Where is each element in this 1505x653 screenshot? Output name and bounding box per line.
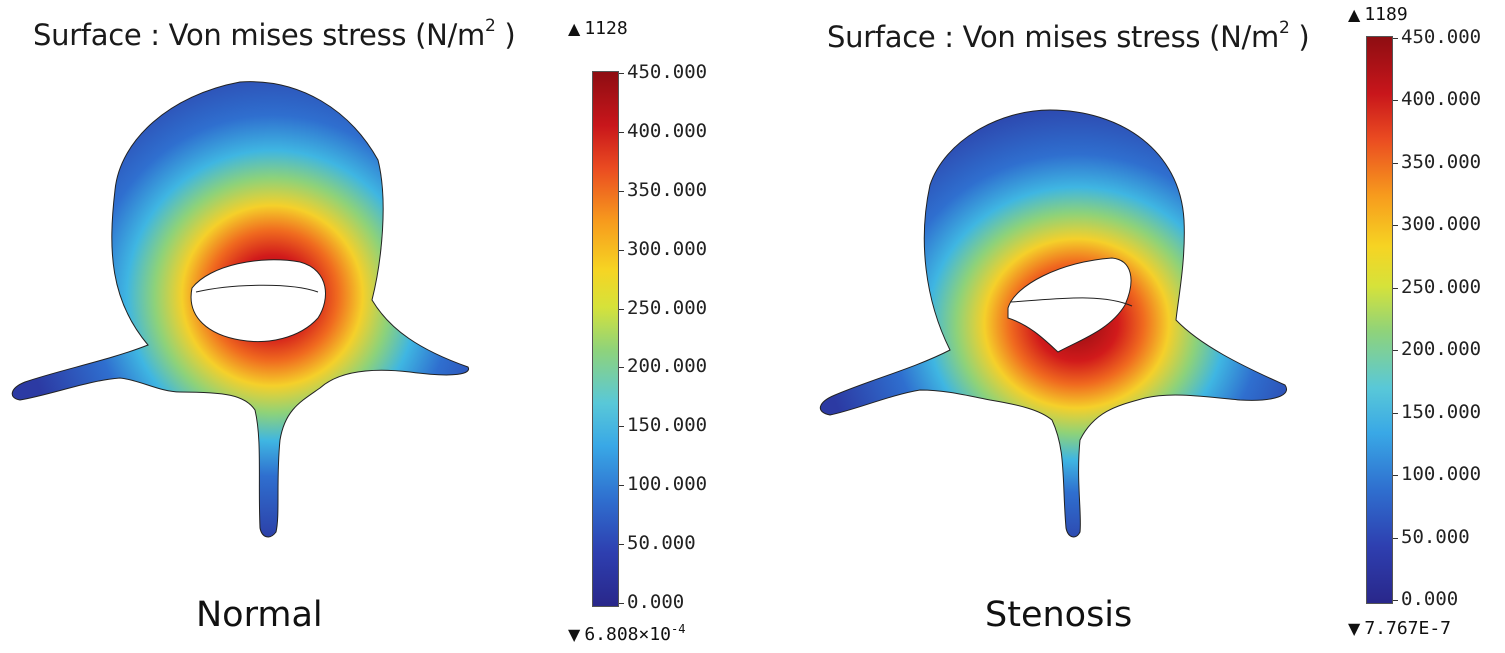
colorbar-tick-label: 250.000 — [1401, 276, 1481, 298]
colorbar-tickmark — [1393, 413, 1398, 414]
colorbar-tickmark — [1393, 38, 1398, 39]
colorbar-tickmark — [619, 367, 624, 368]
colorbar-tickmark — [1393, 225, 1398, 226]
panel-label: Normal — [196, 595, 323, 635]
colorbar-tickmark — [1393, 538, 1398, 539]
min-value: 6.808×10 — [584, 624, 671, 645]
colorbar-tick-label: 200.000 — [627, 355, 707, 377]
max-indicator: ▲ 1189 — [1348, 4, 1408, 25]
colorbar-tickmark — [1393, 100, 1398, 101]
colorbar-tick-label: 50.000 — [627, 532, 696, 554]
down-triangle-icon: ▼ — [1348, 619, 1360, 638]
colorbar-tick-label: 200.000 — [1401, 338, 1481, 360]
colorbar-tickmark — [619, 309, 624, 310]
colorbar — [592, 71, 619, 607]
colorbar — [1366, 36, 1393, 604]
colorbar-tick-label: 50.000 — [1401, 526, 1470, 548]
colorbar-tick-label: 350.000 — [627, 179, 707, 201]
colorbar-tick-label: 100.000 — [627, 473, 707, 495]
colorbar-tickmark — [619, 191, 624, 192]
colorbar-tickmark — [1393, 288, 1398, 289]
colorbar-tickmark — [619, 603, 624, 604]
colorbar-tick-label: 150.000 — [1401, 401, 1481, 423]
colorbar-tick-label: 250.000 — [627, 297, 707, 319]
colorbar-tickmark — [1393, 600, 1398, 601]
down-triangle-icon: ▼ — [568, 625, 580, 644]
colorbar-tickmark — [619, 485, 624, 486]
min-exponent: -4 — [671, 622, 685, 636]
vertebra-normal-plot — [0, 0, 740, 653]
min-indicator: ▼ 7.767E-7 — [1348, 618, 1451, 639]
colorbar-tickmark — [619, 426, 624, 427]
panel-label: Stenosis — [985, 595, 1132, 635]
min-value: 7.767E-7 — [1364, 618, 1451, 639]
colorbar-tickmark — [619, 132, 624, 133]
colorbar-tick-label: 100.000 — [1401, 463, 1481, 485]
colorbar-tick-label: 350.000 — [1401, 151, 1481, 173]
colorbar-tickmark — [619, 544, 624, 545]
colorbar-tickmark — [619, 73, 624, 74]
colorbar-tickmark — [619, 250, 624, 251]
panel-normal: Surface : Von mises stress (N/m2 ) ▲ 1128… — [0, 0, 740, 653]
max-indicator: ▲ 1128 — [568, 18, 628, 39]
colorbar-tickmark — [1393, 163, 1398, 164]
colorbar-tickmark — [1393, 475, 1398, 476]
colorbar-tick-label: 400.000 — [627, 120, 707, 142]
max-value: 1189 — [1364, 4, 1407, 25]
colorbar-tick-label: 300.000 — [627, 238, 707, 260]
colorbar-tickmark — [1393, 350, 1398, 351]
colorbar-tick-label: 400.000 — [1401, 88, 1481, 110]
colorbar-tick-label: 300.000 — [1401, 213, 1481, 235]
up-triangle-icon: ▲ — [1348, 5, 1360, 24]
colorbar-tick-label: 450.000 — [1401, 26, 1481, 48]
min-indicator: ▼ 6.808×10-4 — [568, 622, 685, 645]
colorbar-tick-label: 450.000 — [627, 61, 707, 83]
colorbar-tick-label: 150.000 — [627, 414, 707, 436]
colorbar-tick-label: 0.000 — [627, 591, 684, 613]
max-value: 1128 — [584, 18, 627, 39]
panel-stenosis: Surface : Von mises stress (N/m2 ) ▲ 1189… — [740, 0, 1505, 653]
up-triangle-icon: ▲ — [568, 19, 580, 38]
colorbar-tick-label: 0.000 — [1401, 588, 1458, 610]
